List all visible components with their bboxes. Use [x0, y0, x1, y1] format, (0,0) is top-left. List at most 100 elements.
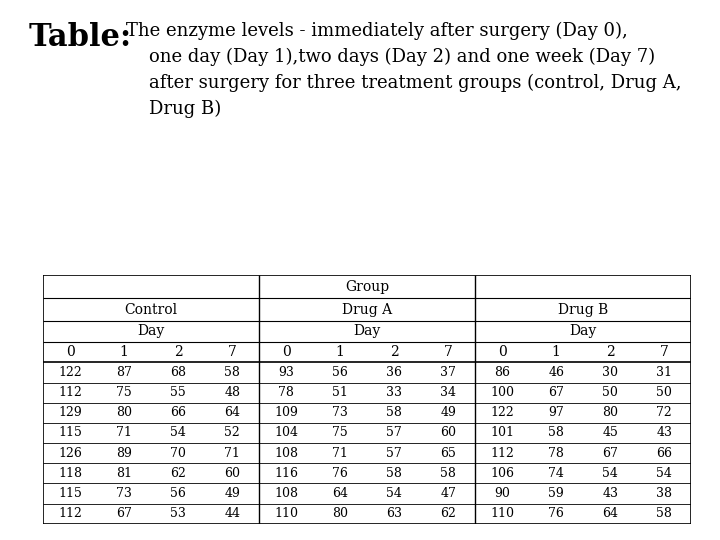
Text: 59: 59 [549, 487, 564, 500]
Text: Drug A: Drug A [342, 302, 392, 316]
Text: 62: 62 [170, 467, 186, 480]
Text: 58: 58 [440, 467, 456, 480]
Text: 71: 71 [116, 427, 132, 440]
Text: 112: 112 [58, 386, 82, 399]
Text: 122: 122 [58, 366, 82, 379]
Text: 58: 58 [548, 427, 564, 440]
Text: 58: 58 [386, 406, 402, 419]
Text: 1: 1 [120, 345, 129, 359]
Text: 57: 57 [387, 427, 402, 440]
Text: 67: 67 [602, 447, 618, 460]
Text: 86: 86 [494, 366, 510, 379]
Text: 63: 63 [386, 507, 402, 520]
Text: 89: 89 [116, 447, 132, 460]
Text: 75: 75 [333, 427, 348, 440]
Text: 71: 71 [332, 447, 348, 460]
Text: 54: 54 [656, 467, 672, 480]
Text: 78: 78 [278, 386, 294, 399]
Text: 49: 49 [224, 487, 240, 500]
Text: 80: 80 [332, 507, 348, 520]
Text: Control: Control [125, 302, 178, 316]
Text: 64: 64 [332, 487, 348, 500]
Text: Drug B: Drug B [558, 302, 608, 316]
Text: 80: 80 [602, 406, 618, 419]
Text: 30: 30 [602, 366, 618, 379]
Text: 0: 0 [498, 345, 507, 359]
Text: 80: 80 [116, 406, 132, 419]
Text: 118: 118 [58, 467, 82, 480]
Text: 1: 1 [552, 345, 561, 359]
Text: 44: 44 [224, 507, 240, 520]
Text: 106: 106 [490, 467, 514, 480]
Text: 66: 66 [656, 447, 672, 460]
Text: 73: 73 [332, 406, 348, 419]
Text: 34: 34 [440, 386, 456, 399]
Text: 76: 76 [548, 507, 564, 520]
Text: 2: 2 [390, 345, 399, 359]
Text: Day: Day [354, 325, 381, 338]
Text: 57: 57 [387, 447, 402, 460]
Text: 2: 2 [174, 345, 183, 359]
Text: 54: 54 [170, 427, 186, 440]
Text: 129: 129 [58, 406, 82, 419]
Text: 7: 7 [444, 345, 453, 359]
Text: 47: 47 [440, 487, 456, 500]
Text: Day: Day [570, 325, 597, 338]
Text: 38: 38 [656, 487, 672, 500]
Text: 70: 70 [170, 447, 186, 460]
Text: 58: 58 [224, 366, 240, 379]
Text: 60: 60 [224, 467, 240, 480]
Text: Day: Day [138, 325, 165, 338]
Text: 72: 72 [657, 406, 672, 419]
Text: 87: 87 [116, 366, 132, 379]
Text: 74: 74 [548, 467, 564, 480]
Text: 33: 33 [386, 386, 402, 399]
Text: 7: 7 [228, 345, 237, 359]
Text: 56: 56 [332, 366, 348, 379]
Text: 43: 43 [602, 487, 618, 500]
Text: 97: 97 [549, 406, 564, 419]
Text: 75: 75 [117, 386, 132, 399]
Text: 108: 108 [274, 487, 298, 500]
Text: 76: 76 [332, 467, 348, 480]
Text: 64: 64 [224, 406, 240, 419]
Text: 108: 108 [274, 447, 298, 460]
Text: 58: 58 [656, 507, 672, 520]
Text: 7: 7 [660, 345, 669, 359]
Text: 116: 116 [274, 467, 298, 480]
Text: 55: 55 [171, 386, 186, 399]
Text: 73: 73 [116, 487, 132, 500]
Text: 1: 1 [336, 345, 345, 359]
Text: 110: 110 [274, 507, 298, 520]
Text: 54: 54 [602, 467, 618, 480]
Text: 43: 43 [656, 427, 672, 440]
Text: 31: 31 [656, 366, 672, 379]
Text: 50: 50 [602, 386, 618, 399]
Text: Group: Group [345, 280, 390, 294]
Text: 90: 90 [494, 487, 510, 500]
Text: 68: 68 [170, 366, 186, 379]
Text: 49: 49 [440, 406, 456, 419]
Text: 60: 60 [440, 427, 456, 440]
Text: 122: 122 [490, 406, 514, 419]
Text: 58: 58 [386, 467, 402, 480]
Text: 67: 67 [116, 507, 132, 520]
Text: 51: 51 [332, 386, 348, 399]
Text: 67: 67 [548, 386, 564, 399]
Text: 104: 104 [274, 427, 298, 440]
Text: 112: 112 [490, 447, 514, 460]
Text: 78: 78 [548, 447, 564, 460]
Text: 101: 101 [490, 427, 514, 440]
Text: 62: 62 [440, 507, 456, 520]
Text: 2: 2 [606, 345, 615, 359]
Text: 45: 45 [602, 427, 618, 440]
Text: The enzyme levels - immediately after surgery (Day 0),
    one day (Day 1),two d: The enzyme levels - immediately after su… [126, 22, 682, 118]
Text: 0: 0 [282, 345, 291, 359]
Text: 48: 48 [224, 386, 240, 399]
Text: 126: 126 [58, 447, 82, 460]
Text: 50: 50 [656, 386, 672, 399]
Text: 65: 65 [440, 447, 456, 460]
Text: 0: 0 [66, 345, 75, 359]
Text: 64: 64 [602, 507, 618, 520]
Text: 115: 115 [58, 427, 82, 440]
